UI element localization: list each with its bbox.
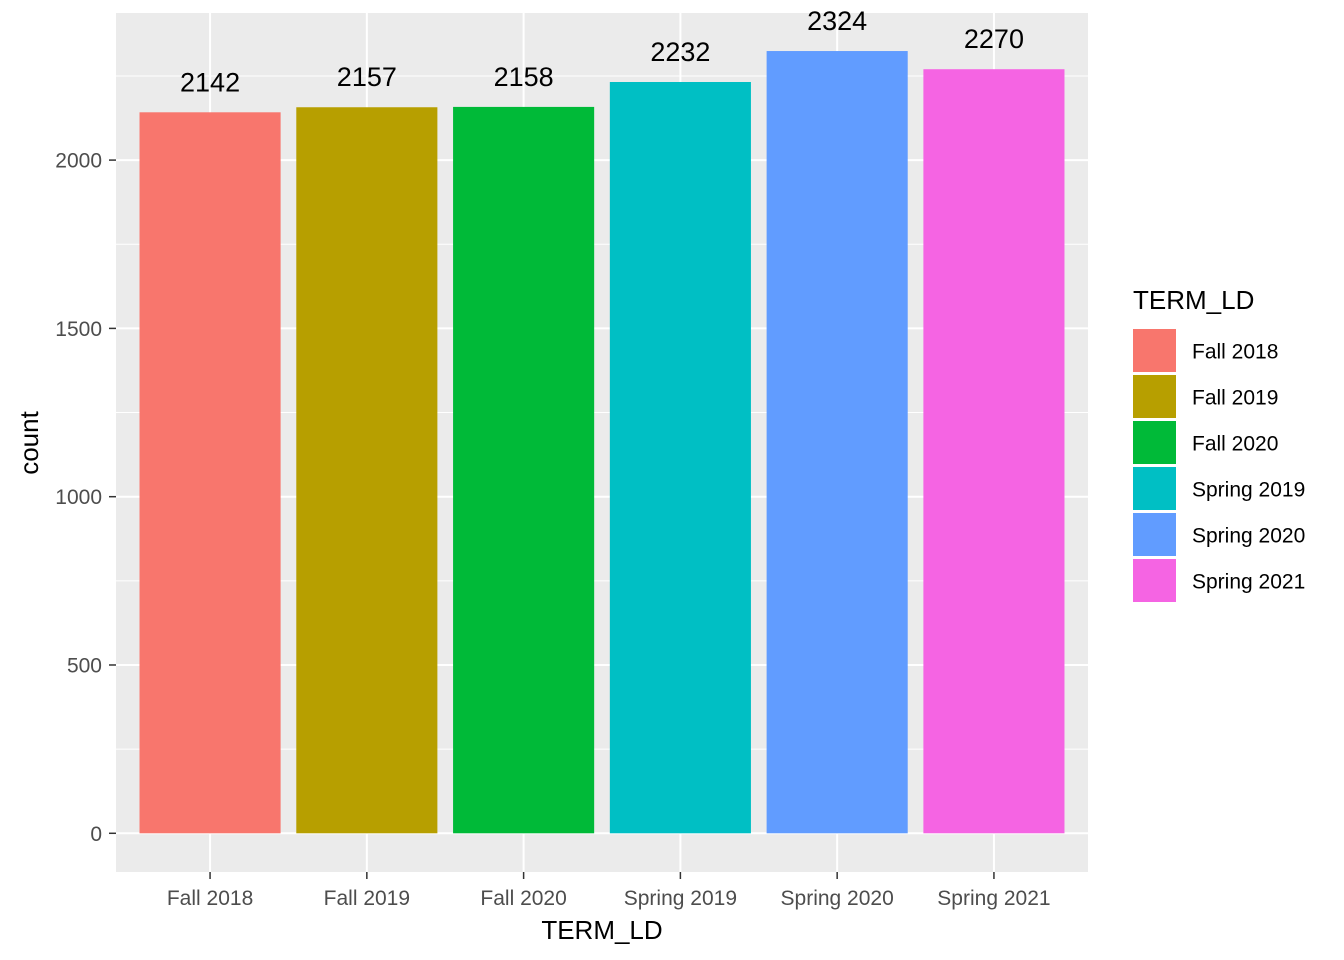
- x-tick-label: Spring 2020: [781, 887, 894, 910]
- y-axis-title: count: [14, 410, 44, 474]
- legend-items: Fall 2018 Fall 2019 Fall 2020 Spring 2019 Sp…: [1133, 329, 1305, 602]
- x-axis-title: TERM_LD: [541, 915, 662, 945]
- legend-label: Fall 2020: [1192, 433, 1278, 456]
- bar: [609, 82, 751, 834]
- bar: [453, 106, 595, 834]
- bar-value-label: 2324: [807, 6, 867, 36]
- legend-key: [1133, 467, 1176, 510]
- legend-key: [1133, 421, 1176, 464]
- legend-label: Spring 2019: [1192, 479, 1305, 502]
- bar: [139, 112, 281, 834]
- legend-label: Fall 2019: [1192, 387, 1278, 410]
- x-tick-label: Fall 2020: [480, 887, 566, 910]
- bar: [923, 69, 1065, 834]
- y-tick-label: 1500: [55, 318, 102, 341]
- legend-label: Spring 2021: [1192, 571, 1305, 594]
- x-tick-label: Fall 2018: [167, 887, 253, 910]
- bar-value-label: 2158: [494, 62, 554, 92]
- x-axis: Fall 2018 Fall 2019 Fall 2020 Spring 2019 Sp…: [167, 872, 1051, 910]
- legend-key: [1133, 329, 1176, 372]
- data-labels: 2142 2157 2158 2232 2324 2270: [180, 6, 1024, 97]
- legend-key: [1133, 513, 1176, 556]
- bar-value-label: 2142: [180, 67, 240, 97]
- y-tick-label: 2000: [55, 150, 102, 173]
- x-tick-label: Fall 2019: [324, 887, 410, 910]
- y-axis: 0 500 1000 1500 2000: [55, 150, 116, 846]
- y-tick-label: 1000: [55, 486, 102, 509]
- bar-value-label: 2270: [964, 24, 1024, 54]
- bar-value-label: 2232: [650, 37, 710, 67]
- legend: TERM_LD Fall 2018 Fall 2019 Fall 2020 Sprin…: [1133, 285, 1305, 602]
- x-tick-label: Spring 2019: [624, 887, 737, 910]
- bar: [296, 107, 438, 834]
- legend-key: [1133, 559, 1176, 602]
- y-tick-label: 0: [90, 823, 102, 846]
- bar-value-label: 2157: [337, 62, 397, 92]
- legend-label: Spring 2020: [1192, 525, 1305, 548]
- y-tick-label: 500: [67, 654, 102, 677]
- bar: [766, 51, 908, 834]
- legend-key: [1133, 375, 1176, 418]
- x-tick-label: Spring 2021: [937, 887, 1050, 910]
- legend-title: TERM_LD: [1133, 285, 1254, 315]
- bars: [139, 51, 1065, 834]
- legend-label: Fall 2018: [1192, 341, 1278, 364]
